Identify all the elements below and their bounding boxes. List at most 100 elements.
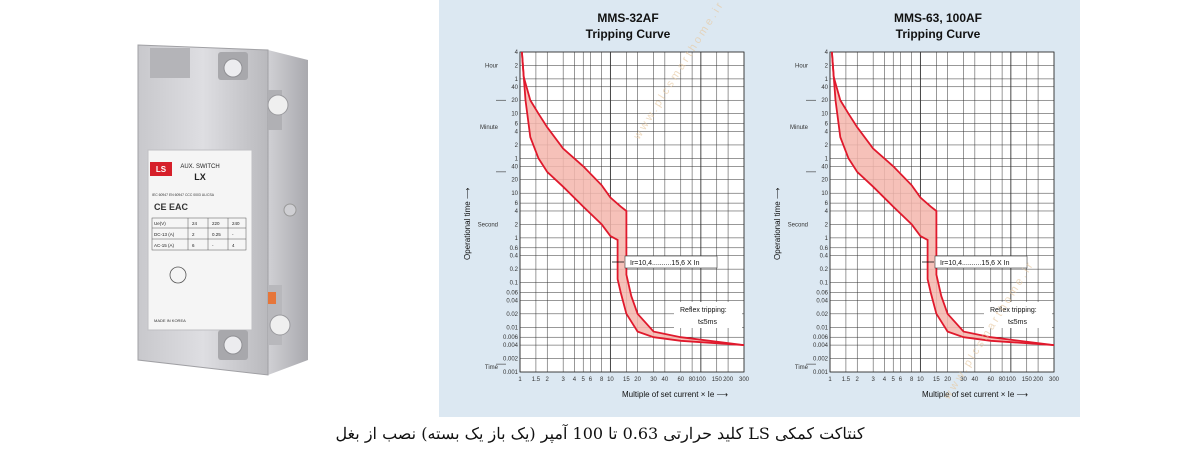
y-unit-label: Hour <box>795 63 808 69</box>
x-tick-label: 30 <box>650 377 657 383</box>
x-tick-label: 20 <box>944 377 951 383</box>
ratings-cell: 2 <box>192 232 195 237</box>
y-tick-label: 1 <box>825 77 829 83</box>
y-tick-label: 4 <box>515 209 519 215</box>
y-tick-label: 0.06 <box>816 291 828 297</box>
y-tick-label: 10 <box>511 112 518 118</box>
y-tick-label: 0.6 <box>510 246 519 252</box>
y-tick-label: 10 <box>821 112 828 118</box>
y-tick-label: 20 <box>511 178 518 184</box>
y-tick-label: 2 <box>825 63 829 69</box>
y-tick-label: 0.04 <box>816 298 828 304</box>
x-tick-label: 60 <box>677 377 684 383</box>
x-tick-label: 6 <box>899 377 903 383</box>
x-tick-label: 15 <box>933 377 940 383</box>
y-unit-label: Second <box>788 222 808 228</box>
device-title: AUX. SWITCH <box>180 164 219 170</box>
y-tick-label: 0.001 <box>813 370 829 376</box>
series-line-lower <box>831 51 1055 346</box>
x-tick-label: 200 <box>723 377 734 383</box>
y-tick-label: 40 <box>821 85 828 91</box>
y-tick-label: 0.006 <box>503 335 519 341</box>
device-model: LX <box>194 172 206 182</box>
y-tick-label: 2 <box>825 222 829 228</box>
y-unit-label: Minute <box>790 125 809 131</box>
x-tick-label: 60 <box>987 377 994 383</box>
aux-switch-product-image: LS AUX. SWITCH LX IEC 60947 EN 60947 CCC… <box>137 44 308 376</box>
y-tick-label: 0.04 <box>506 298 518 304</box>
ls-logo <box>150 162 172 176</box>
series-line-upper <box>521 51 745 346</box>
chart-title: MMS-32AF <box>597 11 658 25</box>
x-tick-label: 8 <box>600 377 604 383</box>
device-certification-marks: CE EAC <box>154 202 189 212</box>
x-tick-label: 10 <box>607 377 614 383</box>
ratings-cell: DC-13 (A) <box>154 232 175 237</box>
x-tick-label: 40 <box>972 377 979 383</box>
x-tick-label: 1.5 <box>532 377 541 383</box>
y-tick-label: 1 <box>515 77 519 83</box>
svg-text:Reflex tripping:: Reflex tripping: <box>990 307 1037 314</box>
y-tick-label: 4 <box>825 129 829 135</box>
y-tick-label: 0.004 <box>503 343 519 349</box>
y-tick-label: 0.001 <box>503 370 519 376</box>
y-tick-label: 6 <box>825 201 829 207</box>
x-tick-label: 100 <box>1006 377 1017 383</box>
x-axis-label: Multiple of set current × Ie ⟶ <box>622 390 728 399</box>
chart-title: MMS-63, 100AF <box>894 11 982 25</box>
chart-subtitle: Tripping Curve <box>896 27 981 41</box>
x-tick-label: 150 <box>1022 377 1033 383</box>
x-tick-label: 4 <box>573 377 577 383</box>
ul-mark <box>169 266 187 284</box>
y-tick-label: 20 <box>821 178 828 184</box>
x-tick-label: 100 <box>696 377 707 383</box>
y-tick-label: 0.2 <box>510 267 519 273</box>
ratings-cell: 4 <box>232 243 235 248</box>
x-tick-label: 80 <box>999 377 1006 383</box>
y-tick-label: 0.01 <box>506 325 518 331</box>
svg-text:Reflex tripping:: Reflex tripping: <box>680 307 727 314</box>
x-tick-label: 30 <box>960 377 967 383</box>
ratings-cell: AC-15 (A) <box>154 243 175 248</box>
reflex-annotation: Reflex tripping: t≤5ms <box>984 302 1052 328</box>
device-standards: IEC 60947 EN 60947 CCC 0003 UL/CSA <box>152 193 215 197</box>
y-tick-label: 0.02 <box>816 312 828 318</box>
y-unit-label: Hour <box>485 63 498 69</box>
x-tick-label: 1 <box>828 377 832 383</box>
y-unit-label: Time <box>485 365 499 371</box>
ratings-cell: Ue(V) <box>154 221 166 226</box>
ratings-cell: 24 <box>192 221 198 226</box>
x-tick-label: 300 <box>739 377 750 383</box>
y-tick-label: 4 <box>515 50 519 56</box>
y-tick-label: 0.01 <box>816 325 828 331</box>
ratings-cell: 220 <box>212 221 220 226</box>
y-tick-label: 40 <box>511 85 518 91</box>
ratings-cell: 6 <box>192 243 195 248</box>
y-tick-label: 0.002 <box>503 357 519 363</box>
x-tick-label: 4 <box>883 377 887 383</box>
x-tick-label: 5 <box>892 377 896 383</box>
ratings-cell: - <box>212 243 214 248</box>
y-tick-label: 6 <box>825 122 829 128</box>
ratings-cell: 240 <box>232 221 240 226</box>
svg-text:Ir=10,4..........15,6 X In: Ir=10,4..........15,6 X In <box>630 260 700 267</box>
ratings-cell: 0.25 <box>212 232 221 237</box>
x-tick-label: 10 <box>917 377 924 383</box>
y-tick-label: 20 <box>821 98 828 104</box>
x-tick-label: 1 <box>518 377 522 383</box>
y-tick-label: 2 <box>515 63 519 69</box>
x-tick-label: 5 <box>582 377 586 383</box>
svg-text:t≤5ms: t≤5ms <box>1008 319 1028 326</box>
svg-text:t≤5ms: t≤5ms <box>698 319 718 326</box>
y-unit-label: Time <box>795 365 809 371</box>
device-label <box>147 149 253 331</box>
x-tick-label: 300 <box>1049 377 1060 383</box>
y-tick-label: 0.004 <box>813 343 829 349</box>
y-tick-label: 0.6 <box>820 246 829 252</box>
y-tick-label: 1 <box>825 156 829 162</box>
x-axis-label: Multiple of set current × Ie ⟶ <box>922 390 1028 399</box>
y-axis-label: Operational time ⟶ <box>773 187 782 260</box>
chart-subtitle: Tripping Curve <box>586 27 671 41</box>
y-tick-label: 1 <box>515 236 519 242</box>
y-tick-label: 0.1 <box>510 281 519 287</box>
